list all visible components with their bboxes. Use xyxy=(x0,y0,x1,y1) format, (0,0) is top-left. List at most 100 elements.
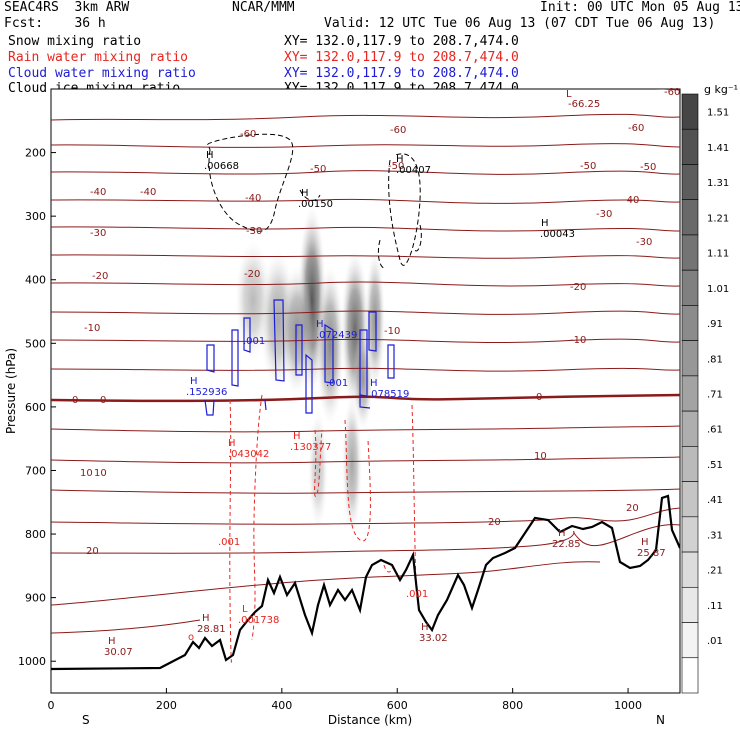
colorbar-level-label: 1.31 xyxy=(707,178,729,189)
temp-label: -30 xyxy=(636,237,652,248)
extremum-kind: H xyxy=(228,438,236,449)
extremum-value: 28.81 xyxy=(197,624,226,635)
extremum-kind: H xyxy=(190,376,198,387)
temp-label: -60 xyxy=(628,123,644,134)
colorbar: 1.51 1.41 1.31 1.21 1.11 1.01 .91 .81 .71 .61 .51.… xyxy=(681,93,729,694)
extremum-value: .001738 xyxy=(238,615,279,626)
colorbar-level-label: .01 xyxy=(707,636,723,647)
temp-label: -30 xyxy=(246,226,262,237)
extremum-value: .130377 xyxy=(290,442,331,453)
temp-label: 20 xyxy=(626,503,639,514)
extremum-value: .00407 xyxy=(396,165,431,176)
extremum-value: .043042 xyxy=(228,449,269,460)
colorbar-units: g kg⁻¹ xyxy=(704,83,738,96)
temp-label: 20 xyxy=(488,517,501,528)
temp-label: -40 xyxy=(623,195,639,206)
extremum-value: .00668 xyxy=(204,161,239,172)
colorbar-swatch xyxy=(681,93,699,130)
colorbar-level-label: .41 xyxy=(707,495,723,506)
colorbar-level-label: 1.41 xyxy=(707,143,729,154)
temp-label: 20 xyxy=(86,546,99,557)
colorbar-level-label: 1.11 xyxy=(707,249,729,260)
colorbar-level-label: 1.51 xyxy=(707,108,729,119)
y-tick-label: 200 xyxy=(25,147,46,160)
extremum-value: .00150 xyxy=(298,199,333,210)
extremum-kind: H xyxy=(206,150,214,161)
extremum-kind: L xyxy=(566,89,572,100)
terrain-line xyxy=(51,494,680,671)
temp-label: 0 xyxy=(100,395,106,406)
extremum-value: -66.25 xyxy=(568,99,600,110)
colorbar-swatch xyxy=(681,375,699,412)
temp-label: -50 xyxy=(640,162,656,173)
y-axis: 200 300 400 500 600 700 800 900 1000 xyxy=(18,147,56,668)
model-title: SEAC4RS 3km ARW xyxy=(4,0,130,15)
temp-label: -50 xyxy=(310,164,326,175)
y-tick-label: 500 xyxy=(25,337,46,350)
extremum-value: .078519 xyxy=(368,389,409,400)
y-tick-label: 600 xyxy=(25,401,46,414)
colorbar-swatch xyxy=(681,481,699,518)
temp-label: -30 xyxy=(596,209,612,220)
extremum-kind: H xyxy=(370,378,378,389)
colorbar-swatch xyxy=(681,586,699,623)
colorbar-level-label: 1.01 xyxy=(707,284,729,295)
contour-label: .001 xyxy=(406,589,428,600)
colorbar-swatch xyxy=(681,410,699,447)
extremum-value: 33.02 xyxy=(419,633,448,644)
colorbar-swatch xyxy=(681,234,699,271)
extrema-labels: L -66.25 H .00668 H .00150 H .00407 H .0… xyxy=(104,89,666,658)
contour-label: .001 xyxy=(326,378,348,389)
colorbar-swatch xyxy=(681,305,699,341)
field-xy-rain: XY= 132.0,117.9 to 208.7,474.0 xyxy=(284,50,519,65)
x-tick-label: 1000 xyxy=(614,699,642,712)
temp-label: -10 xyxy=(84,323,100,334)
temp-label: -50 xyxy=(388,161,404,172)
snow-shading xyxy=(235,205,385,535)
colorbar-level-label: .91 xyxy=(707,319,723,330)
colorbar-swatch xyxy=(681,622,699,659)
x-tick-label: 800 xyxy=(502,699,523,712)
south-label: S xyxy=(82,713,90,727)
extremum-value: .072439 xyxy=(316,330,357,341)
x-axis-label: Distance (km) xyxy=(328,713,412,727)
temp-label: 0 xyxy=(72,395,78,406)
extremum-value: .152936 xyxy=(186,387,227,398)
contour-label: .001 xyxy=(243,336,265,347)
colorbar-swatch xyxy=(681,164,699,201)
north-label: N xyxy=(656,713,665,727)
y-tick-label: 400 xyxy=(25,274,46,287)
colorbar-swatch xyxy=(681,657,699,694)
temp-label: -10 xyxy=(384,326,400,337)
colorbar-level-label: .51 xyxy=(707,460,723,471)
colorbar-level-label: 1.21 xyxy=(707,213,729,224)
extremum-kind: H xyxy=(108,636,116,647)
field-xy-snow: XY= 132.0,117.9 to 208.7,474.0 xyxy=(284,34,519,49)
colorbar-level-label: .61 xyxy=(707,425,723,436)
extremum-value: .00043 xyxy=(540,229,575,240)
temperature-labels: -60 -60 -50 -50 -40 -40 -40 -30 -30 -20 … xyxy=(72,87,680,557)
field-name-cloud-water: Cloud water mixing ratio xyxy=(8,66,196,81)
temp-label: 10 xyxy=(80,468,93,479)
extremum-value: 22.85 xyxy=(552,539,581,550)
y-axis-label: Pressure (hPa) xyxy=(4,348,18,434)
valid-time: Valid: 12 UTC Tue 06 Aug 13 (07 CDT Tue … xyxy=(324,16,716,31)
extremum-kind: H xyxy=(641,537,649,548)
extremum-kind: H xyxy=(293,431,301,442)
field-name-snow: Snow mixing ratio xyxy=(8,34,142,49)
colorbar-level-label: .81 xyxy=(707,354,723,365)
x-tick-label: 600 xyxy=(387,699,408,712)
temp-label: -50 xyxy=(580,161,596,172)
colorbar-swatch xyxy=(681,446,699,482)
colorbar-swatch xyxy=(681,516,699,553)
temp-label: -60 xyxy=(240,129,256,140)
contour-label: o xyxy=(188,632,194,643)
temp-label: -60 xyxy=(664,87,680,98)
temp-label: -20 xyxy=(244,269,260,280)
field-name-rain: Rain water mixing ratio xyxy=(8,50,189,65)
colorbar-swatch xyxy=(681,269,699,306)
extremum-kind: H xyxy=(421,622,429,633)
extremum-kind: L xyxy=(242,604,248,615)
extremum-value: 25.87 xyxy=(637,548,666,559)
